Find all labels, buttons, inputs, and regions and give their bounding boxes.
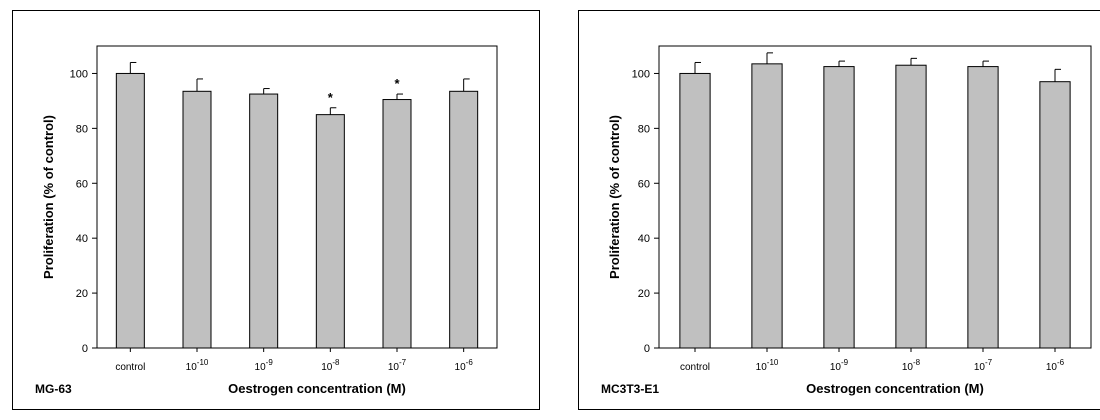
- chart-panel-mg63: 0 20 40 60 80 100 control 10-10 10-9 * 10-8 * 10-7 10…: [12, 10, 540, 410]
- x-tick-label-exponent: -7: [399, 358, 407, 367]
- bar: [823, 66, 855, 349]
- bar: [1039, 81, 1071, 349]
- bar: [679, 72, 711, 349]
- y-tick-label: 0: [644, 343, 650, 355]
- x-tick-label-exponent: -9: [266, 358, 274, 367]
- bar: [382, 99, 412, 349]
- x-tick-label-exponent: -6: [466, 358, 474, 367]
- panel-label: MC3T3-E1: [601, 382, 659, 396]
- chart-panel-mc3t3: 0 20 40 60 80 100 control 10-10 10-9 10-8 10-7 10-6…: [578, 10, 1100, 410]
- x-tick-label: 10-9: [830, 358, 849, 373]
- y-tick-label: 40: [638, 233, 650, 245]
- x-tick-label-exponent: -10: [197, 358, 209, 367]
- x-tick-label-exponent: -10: [767, 358, 779, 367]
- x-tick-label: 10-9: [255, 358, 274, 373]
- x-tick-label-base: 10: [255, 362, 267, 373]
- x-tick-label-base: 10: [830, 362, 842, 373]
- x-axis-title: Oestrogen concentration (M): [228, 381, 406, 396]
- bar: [115, 72, 145, 349]
- panel-label: MG-63: [35, 382, 72, 396]
- x-tick-label-base: 10: [186, 362, 198, 373]
- x-tick-label-base: 10: [756, 362, 768, 373]
- x-axis-title: Oestrogen concentration (M): [806, 381, 984, 396]
- y-tick-label: 60: [638, 178, 650, 190]
- x-tick-label-exponent: -7: [985, 358, 993, 367]
- y-tick-label: 80: [76, 123, 88, 135]
- x-tick-label-exponent: -8: [332, 358, 340, 367]
- x-tick-label: 10-8: [321, 358, 340, 373]
- bar: [449, 90, 479, 349]
- x-tick-label: 10-10: [756, 358, 779, 373]
- bar: [315, 114, 345, 349]
- x-tick-label-base: 10: [1046, 362, 1058, 373]
- y-tick-label: 40: [76, 233, 88, 245]
- y-tick-label: 100: [632, 68, 650, 80]
- x-tick-label-base: 10: [321, 362, 333, 373]
- y-tick-label: 20: [76, 288, 88, 300]
- x-tick-label: control: [680, 362, 710, 373]
- x-tick-label-exponent: -6: [1057, 358, 1065, 367]
- plot-frame: [658, 45, 1092, 349]
- y-tick-label: 60: [76, 178, 88, 190]
- x-tick-label-base: 10: [974, 362, 986, 373]
- x-tick-label: control: [115, 362, 145, 373]
- bar: [182, 90, 212, 349]
- y-axis-title: Proliferation (% of control): [41, 115, 56, 279]
- x-tick-label: 10-7: [974, 358, 993, 373]
- y-axis-title: Proliferation (% of control): [607, 115, 622, 279]
- plot-frame: [96, 45, 498, 349]
- y-tick-label: 0: [82, 343, 88, 355]
- y-tick-label: 100: [70, 68, 88, 80]
- x-tick-label-base: control: [115, 362, 145, 373]
- x-tick-label-base: 10: [455, 362, 467, 373]
- x-tick-label-base: 10: [902, 362, 914, 373]
- x-tick-label: 10-8: [902, 358, 921, 373]
- bar: [249, 93, 279, 349]
- x-tick-label: 10-6: [455, 358, 474, 373]
- bar: [751, 63, 783, 349]
- bar: [895, 64, 927, 349]
- y-tick-label: 20: [638, 288, 650, 300]
- x-tick-label: 10-10: [186, 358, 209, 373]
- significance-marker: *: [328, 90, 334, 105]
- significance-marker: *: [394, 76, 400, 91]
- x-tick-label-exponent: -9: [841, 358, 849, 367]
- x-tick-label-exponent: -8: [913, 358, 921, 367]
- x-tick-label-base: control: [680, 362, 710, 373]
- x-tick-label-base: 10: [388, 362, 400, 373]
- y-tick-label: 80: [638, 123, 650, 135]
- x-tick-label: 10-7: [388, 358, 407, 373]
- bar: [967, 66, 999, 349]
- x-tick-label: 10-6: [1046, 358, 1065, 373]
